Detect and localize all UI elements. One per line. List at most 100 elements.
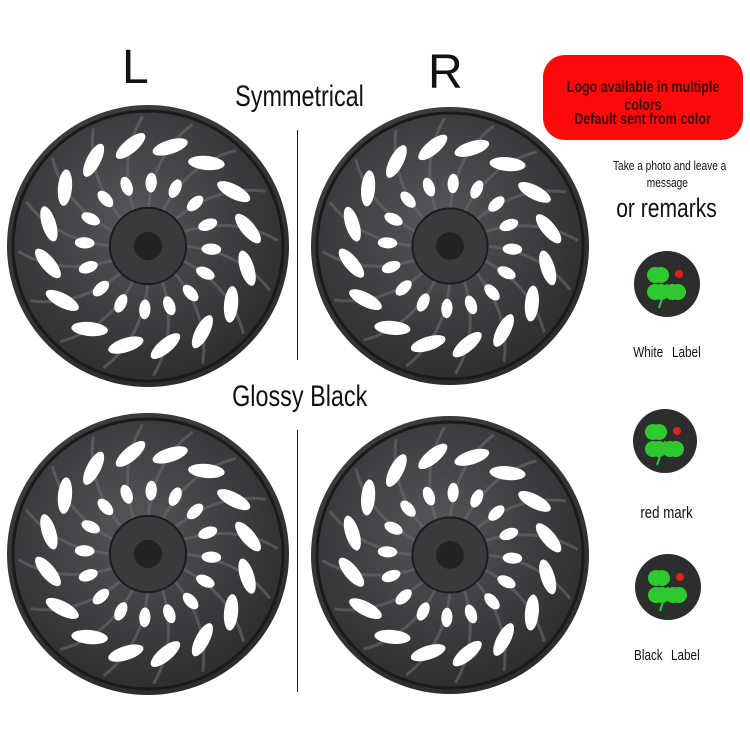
spoke [24,200,113,248]
banner-text-2: Default sent from color [574,111,712,128]
spoke [328,201,416,248]
vent-hole [188,463,225,479]
vent-hole [108,644,144,662]
vent-hole [139,299,151,320]
spoke [152,278,170,377]
spoke [180,224,279,242]
vent-hole [152,138,188,156]
vent-hole [488,505,505,521]
vent-hole [493,314,515,347]
vent-hole [488,196,505,212]
ladybug [673,427,681,435]
spoke [328,510,416,557]
vent-hole [343,206,361,242]
center-cap [436,541,464,569]
spoke [405,280,452,368]
option-black-label: Black Label [607,646,727,665]
spoke [473,189,567,223]
vent-hole [349,598,382,620]
vent-hole [196,574,215,588]
vent-hole [83,143,105,177]
vent-hole [484,284,500,301]
vent-hole [377,237,398,249]
vent-hole [97,190,114,208]
vent-hole [395,280,412,296]
option-white-label: White Label [607,343,727,362]
vent-hole [198,218,218,231]
divider [297,430,298,692]
glossy-black-heading: Glossy Black [205,380,395,414]
vent-hole [422,486,436,506]
vent-hole [182,592,199,610]
color-banner: Logo available in multiple colors Defaul… [543,55,743,140]
vent-hole [499,218,519,232]
divider [297,130,298,360]
spoke [448,433,495,521]
vent-hole [470,180,484,199]
vent-hole [71,321,108,337]
spoke [59,277,136,344]
option-text: White [633,344,664,361]
remarks-line: or remarks [587,193,747,224]
vent-hole [502,552,523,564]
vent-hole [40,514,58,550]
vent-hole [223,286,239,323]
vent-hole [115,441,146,467]
vent-hole [447,482,459,503]
vent-hole [400,500,416,517]
vent-hole [454,139,490,157]
vent-hole [452,331,482,358]
spoke [160,456,237,523]
vent-hole [150,333,181,359]
spoke [484,553,572,600]
vent-hole [539,559,557,595]
vent-hole [238,250,256,286]
note-text-1: Take a photo and leave a [612,158,727,173]
spoke [481,257,546,333]
spoke [321,559,419,577]
clover-logo-icon [633,409,697,473]
vent-hole [518,181,551,203]
spoke [481,224,579,242]
vent-hole [395,589,412,605]
spoke [473,269,507,363]
note-line-1: Take a photo and leave a [597,158,737,173]
vent-hole [381,260,401,274]
banner-line-1: Logo available in multiple colors [543,79,743,115]
vent-hole [385,454,407,487]
spoke [180,532,279,550]
banner-text-1: Logo available in multiple colors [566,79,720,114]
ladybug [675,270,683,278]
vent-hole [145,172,157,193]
wheel-cover-left-bottom [7,413,289,695]
spoke [24,508,113,556]
vent-hole [163,296,176,316]
spoke [333,578,427,612]
vent-hole [83,451,105,485]
clover-logo-icon [634,251,700,317]
vent-hole [361,170,376,207]
remarks-text: or remarks [616,193,718,223]
vent-hole [385,145,407,178]
vent-hole [416,293,430,312]
vent-hole [377,546,398,558]
option-text: Black [634,647,663,664]
spoke [179,258,246,335]
spoke [50,157,117,234]
symmetrical-text: Symmetrical [235,80,365,113]
vent-hole [186,503,204,520]
vent-hole [74,237,95,249]
spoke [50,465,117,542]
vent-hole [524,285,539,322]
vent-hole [235,213,261,244]
spoke [126,115,144,214]
vent-hole [196,266,215,280]
spoke [454,586,472,684]
vent-hole [188,155,225,171]
vent-hole [535,523,562,553]
spoke [102,281,150,370]
vent-hole [400,191,416,208]
clover-logo-icon [635,554,701,620]
spoke [146,122,194,211]
spoke [126,423,144,522]
